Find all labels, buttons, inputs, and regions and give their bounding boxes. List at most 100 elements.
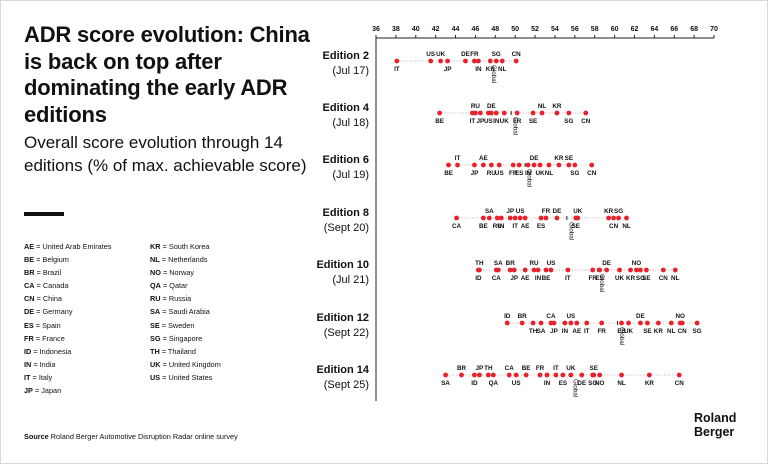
legend-country-name: Italy: [38, 372, 53, 382]
country-dot-de: [604, 267, 610, 273]
country-label-cn: CN: [678, 328, 688, 335]
legend-code: CN: [24, 294, 35, 304]
legend-country-name: Netherlands: [168, 255, 208, 265]
country-dot-it: [455, 162, 460, 168]
legend-country-name: France: [42, 333, 65, 343]
legend-separator: =: [34, 255, 43, 265]
country-dot-kr: [554, 110, 560, 116]
country-label-sa: SA: [441, 380, 450, 387]
legend-separator: =: [33, 333, 43, 343]
country-dot-jp: [477, 110, 483, 116]
x-tick-label: 38: [392, 26, 400, 33]
country-label-cn: CN: [581, 118, 591, 125]
legend-item-kr: KR = South Korea: [150, 240, 290, 253]
global-label: Global: [571, 379, 578, 397]
country-label-ca: CA: [452, 223, 462, 230]
country-dot-nl: [672, 267, 678, 273]
country-dot-sa: [538, 320, 544, 326]
legend-country-name: Belgium: [42, 255, 69, 265]
legend-item-cn: CN = China: [24, 292, 164, 305]
country-dot-ru: [473, 110, 478, 116]
legend-item-id: ID = Indonesia: [24, 345, 164, 358]
legend-separator: =: [30, 372, 39, 382]
country-label-us: US: [516, 208, 525, 215]
country-dot-ae: [522, 267, 528, 273]
country-label-uk: UK: [573, 208, 583, 215]
country-dot-uk: [537, 162, 543, 168]
country-dot-fr: [590, 267, 596, 273]
country-label-jp: JP: [510, 275, 518, 282]
country-dot-ae: [480, 162, 486, 168]
country-label-uk: UK: [624, 328, 634, 335]
country-label-id: ID: [475, 275, 482, 282]
legend-item-de: DE = Germany: [24, 305, 164, 318]
legend-column-right: KR = South Korea NL = Netherlands NO = Nor…: [150, 240, 290, 384]
x-tick-label: 42: [432, 26, 440, 33]
global-label: Global: [618, 327, 625, 345]
country-dot-kr: [556, 162, 562, 168]
country-dot-cn: [611, 215, 616, 221]
legend-code: US: [150, 372, 161, 382]
country-label-es: ES: [559, 380, 567, 387]
legend-separator: =: [159, 346, 168, 356]
country-dot-de: [579, 372, 585, 378]
country-label-ae: AE: [521, 223, 530, 230]
legend-country-name: Canada: [42, 281, 69, 291]
country-dot-it: [584, 320, 590, 326]
country-label-in: IN: [475, 66, 482, 73]
legend-code: KR: [150, 242, 161, 251]
country-dot-kr: [628, 267, 633, 273]
country-label-id: ID: [471, 380, 478, 387]
country-label-ca: CA: [546, 313, 556, 320]
country-label-be: BE: [542, 275, 551, 282]
country-label-be: BE: [435, 118, 444, 125]
country-label-jp: JP: [477, 118, 485, 125]
country-label-sg: SG: [564, 118, 573, 125]
legend-code: UK: [150, 359, 161, 369]
legend-item-jp: JP = Japan: [24, 384, 164, 397]
country-label-de: DE: [461, 51, 470, 58]
country-label-be: BE: [522, 365, 531, 372]
legend-code: TH: [150, 346, 160, 356]
legend-country-name: Saudi Arabia: [168, 307, 210, 317]
edition-date: (Sept 20): [324, 222, 369, 234]
legend-code: BR: [24, 268, 35, 278]
country-label-in: IN: [498, 223, 505, 230]
country-label-no: NO: [595, 380, 605, 387]
country-dot-ru: [531, 267, 537, 273]
country-dot-br: [519, 320, 525, 326]
country-dot-sg: [694, 320, 700, 326]
legend-separator: =: [160, 307, 169, 317]
country-label-br: BR: [518, 313, 528, 320]
country-dot-be: [446, 162, 451, 168]
country-dot-ca: [506, 372, 512, 378]
country-label-uk: UK: [535, 170, 545, 177]
country-label-kr: KR: [645, 380, 655, 387]
country-label-fr: FR: [513, 118, 522, 125]
country-label-nl: NL: [538, 103, 547, 110]
legend-code: JP: [24, 386, 33, 396]
country-dot-sg: [566, 110, 572, 116]
country-label-th: TH: [475, 260, 484, 267]
edition-label: Edition 4: [323, 102, 370, 114]
country-label-kr: KR: [654, 328, 664, 335]
country-dot-ru: [488, 162, 494, 168]
country-label-es: ES: [515, 170, 523, 177]
x-tick-label: 54: [551, 26, 559, 33]
legend-separator: =: [160, 268, 170, 278]
country-dot-th: [530, 320, 536, 326]
edition-date: (Jul 17): [332, 65, 369, 77]
country-label-uk: UK: [566, 365, 576, 372]
country-dot-uk: [617, 267, 622, 273]
country-label-sa: SA: [485, 208, 494, 215]
country-dot-de: [638, 320, 643, 326]
x-tick-label: 46: [472, 26, 480, 33]
legend-code: QA: [150, 281, 161, 291]
legend-code: DE: [24, 307, 35, 317]
legend-separator: =: [34, 242, 43, 251]
country-dot-kr: [487, 58, 493, 64]
x-tick-label: 60: [611, 26, 619, 33]
legend-separator: =: [34, 307, 43, 317]
country-label-fr: FR: [589, 275, 598, 282]
legend-country-name: Singapore: [168, 333, 203, 343]
